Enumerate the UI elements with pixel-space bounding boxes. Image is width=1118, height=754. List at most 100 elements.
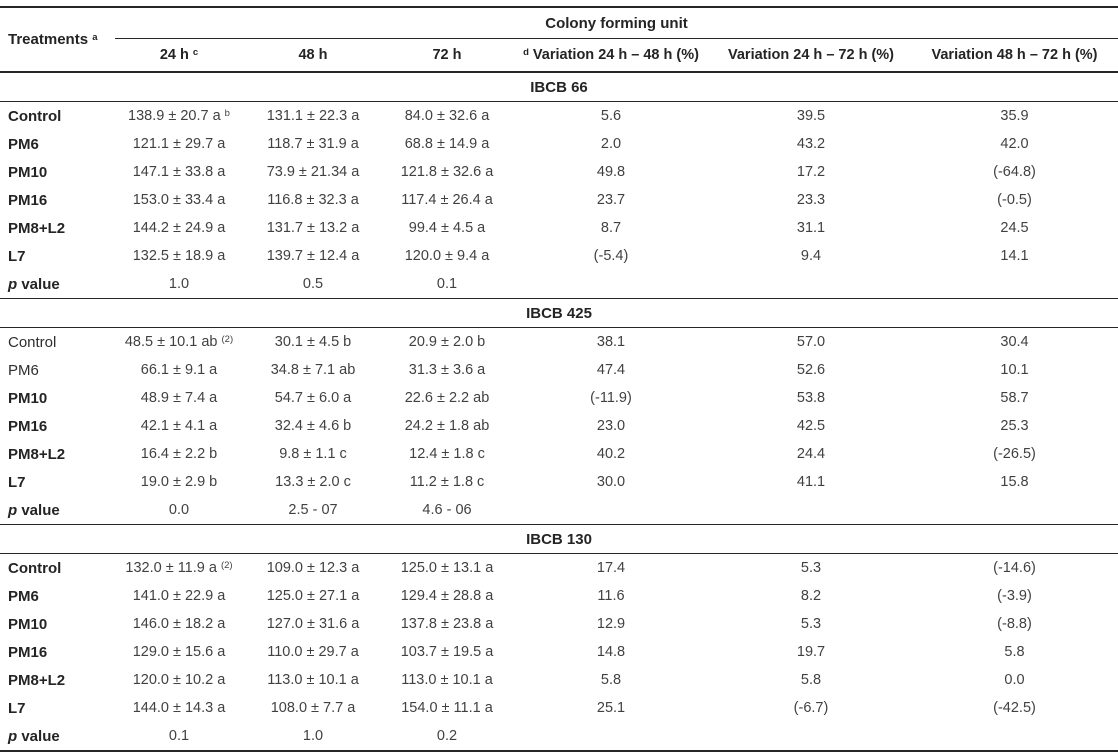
value-cell-col2: 32.4 ± 4.6 b [274, 418, 352, 434]
treatment-label: PM8+L2 [8, 219, 66, 237]
value-cell-col1: 121.1 ± 29.7 a [132, 136, 226, 152]
value-cell-col6: (-26.5) [993, 446, 1036, 462]
value-cell-col3: 117.4 ± 26.4 a [401, 192, 493, 208]
treatment-label: p value [8, 275, 60, 293]
column-header-1: 24 h c [115, 38, 243, 73]
value-cell-col1: 120.0 ± 10.2 a [132, 672, 226, 688]
value-cell-col4: 38.1 [596, 334, 626, 350]
value-cell-col2: 127.0 ± 31.6 a [266, 616, 360, 632]
value-cell-col3: 0.1 [436, 276, 458, 292]
treatment-label: PM16 [8, 191, 48, 209]
value-cell-col2: 110.0 ± 29.7 a [267, 644, 359, 660]
treatment-label: p value [8, 501, 60, 519]
value-cell-col2: 13.3 ± 2.0 c [275, 474, 351, 490]
value-cell-col6: 5.8 [1004, 644, 1025, 660]
table-row: PM16 42.1 ± 4.1 a 32.4 ± 4.6 b 24.2 ± 1.8 a… [0, 412, 1118, 440]
value-cell-col1: 0.1 [168, 728, 190, 744]
value-cell-col5: 41.1 [796, 474, 826, 490]
table-row: p value 0.1 1.0 0.2 [0, 722, 1118, 751]
value-cell-col5: 5.8 [800, 672, 822, 688]
value-cell-col4: 2.0 [600, 136, 622, 152]
table-row: PM16 153.0 ± 33.4 a 116.8 ± 32.3 a 117.4 ± … [0, 186, 1118, 214]
value-cell-col4: 23.0 [596, 418, 626, 434]
value-cell-col1: 48.5 ± 10.1 ab (2) [124, 333, 234, 350]
table-row: PM8+L2 16.4 ± 2.2 b 9.8 ± 1.1 c 12.4 ± 1.8 … [0, 440, 1118, 468]
value-cell-col4: (-11.9) [590, 390, 632, 406]
table-row: PM6 66.1 ± 9.1 a 34.8 ± 7.1 ab 31.3 ± 3.6 a… [0, 356, 1118, 384]
value-cell-col5: 57.0 [796, 334, 826, 350]
value-cell-col1: 141.0 ± 22.9 a [132, 588, 226, 604]
treatment-label: PM10 [8, 615, 48, 633]
value-cell-col5: 42.5 [796, 418, 826, 434]
treatment-label: PM10 [8, 163, 48, 181]
column-header-4: d Variation 24 h – 48 h (%) [511, 38, 711, 73]
footnote-marker: b [224, 107, 230, 119]
value-cell-col5 [711, 496, 911, 525]
column-header-5: Variation 24 h – 72 h (%) [711, 38, 911, 73]
value-cell-col1: 1.0 [168, 276, 190, 292]
table-row: L7 132.5 ± 18.9 a 139.7 ± 12.4 a 120.0 ± 9.… [0, 242, 1118, 270]
treatment-label: p value [8, 727, 60, 745]
value-cell-col1: 147.1 ± 33.8 a [132, 164, 226, 180]
value-cell-col2: 139.7 ± 12.4 a [266, 248, 360, 264]
value-cell-col4: 23.7 [596, 192, 626, 208]
value-cell-col4: 25.1 [596, 700, 626, 716]
table-row: Control 132.0 ± 11.9 a (2) 109.0 ± 12.3 a 1… [0, 554, 1118, 583]
value-cell-col2: 109.0 ± 12.3 a [266, 560, 360, 576]
value-cell-col2: 118.7 ± 31.9 a [267, 136, 359, 152]
value-cell-col4: 14.8 [596, 644, 626, 660]
value-cell-col1: 66.1 ± 9.1 a [140, 362, 218, 378]
treatment-label: Control [8, 107, 62, 125]
sub-header-row: 24 h c 48 h 72 h d Variation 24 h – 48 h … [0, 38, 1118, 73]
value-cell-col2: 131.1 ± 22.3 a [266, 108, 360, 124]
treatment-label: PM10 [8, 389, 48, 407]
p-value-italic: p [8, 275, 18, 293]
table-row: PM10 48.9 ± 7.4 a 54.7 ± 6.0 a 22.6 ± 2.2 a… [0, 384, 1118, 412]
value-cell-col4 [511, 496, 711, 525]
value-cell-col6: 30.4 [1000, 334, 1029, 350]
value-cell-col1: 129.0 ± 15.6 a [132, 644, 226, 660]
table-body: IBCB 66 Control 138.9 ± 20.7 a b 131.1 ± 22… [0, 71, 1118, 751]
footnote-marker: c [192, 46, 199, 58]
value-cell-col2: 34.8 ± 7.1 ab [270, 362, 356, 378]
treatment-label: PM16 [8, 643, 48, 661]
value-cell-col3: 11.2 ± 1.8 c [409, 474, 485, 490]
value-cell-col4: 30.0 [596, 474, 626, 490]
value-cell-col3: 113.0 ± 10.1 a [401, 672, 493, 688]
value-cell-col6: 10.1 [1000, 362, 1029, 378]
table-row: L7 19.0 ± 2.9 b 13.3 ± 2.0 c 11.2 ± 1.8 c 30… [0, 468, 1118, 496]
footnote-marker: a [92, 31, 98, 43]
table-row: Control 48.5 ± 10.1 ab (2) 30.1 ± 4.5 b 20.… [0, 328, 1118, 357]
treatment-label: L7 [8, 247, 26, 265]
value-cell-col6: (-0.5) [997, 192, 1032, 208]
value-cell-col2: 54.7 ± 6.0 a [274, 390, 352, 406]
table-row: PM10 147.1 ± 33.8 a 73.9 ± 21.34 a 121.8 ± … [0, 158, 1118, 186]
colony-forming-unit-span-header: Colony forming unit [115, 7, 1118, 39]
value-cell-col5: 19.7 [796, 644, 826, 660]
value-cell-col4: (-5.4) [593, 248, 629, 264]
value-cell-col3: 129.4 ± 28.8 a [400, 588, 494, 604]
section-header-row: IBCB 130 [0, 524, 1118, 554]
value-cell-col5: 17.2 [796, 164, 826, 180]
treatments-column-header: Treatments a [0, 7, 115, 73]
p-value-italic: p [8, 501, 18, 519]
value-cell-col5: 39.5 [796, 108, 826, 124]
value-cell-col6: 58.7 [1000, 390, 1029, 406]
value-cell-col4: 5.6 [600, 108, 622, 124]
footnote-marker: (2) [220, 559, 233, 571]
value-cell-col6: 15.8 [1000, 474, 1029, 490]
value-cell-col5: 53.8 [796, 390, 826, 406]
value-cell-col3: 68.8 ± 14.9 a [404, 136, 490, 152]
treatment-label: Control [8, 333, 57, 351]
value-cell-col2: 108.0 ± 7.7 a [270, 700, 356, 716]
value-cell-col4: 40.2 [596, 446, 626, 462]
value-cell-col3: 31.3 ± 3.6 a [408, 362, 486, 378]
treatment-label: L7 [8, 699, 26, 717]
value-cell-col4: 12.9 [596, 616, 626, 632]
value-cell-col2: 30.1 ± 4.5 b [274, 334, 352, 350]
value-cell-col3: 12.4 ± 1.8 c [409, 446, 485, 462]
table-row: Control 138.9 ± 20.7 a b 131.1 ± 22.3 a 84.… [0, 102, 1118, 131]
section-title: IBCB 425 [0, 298, 1118, 328]
